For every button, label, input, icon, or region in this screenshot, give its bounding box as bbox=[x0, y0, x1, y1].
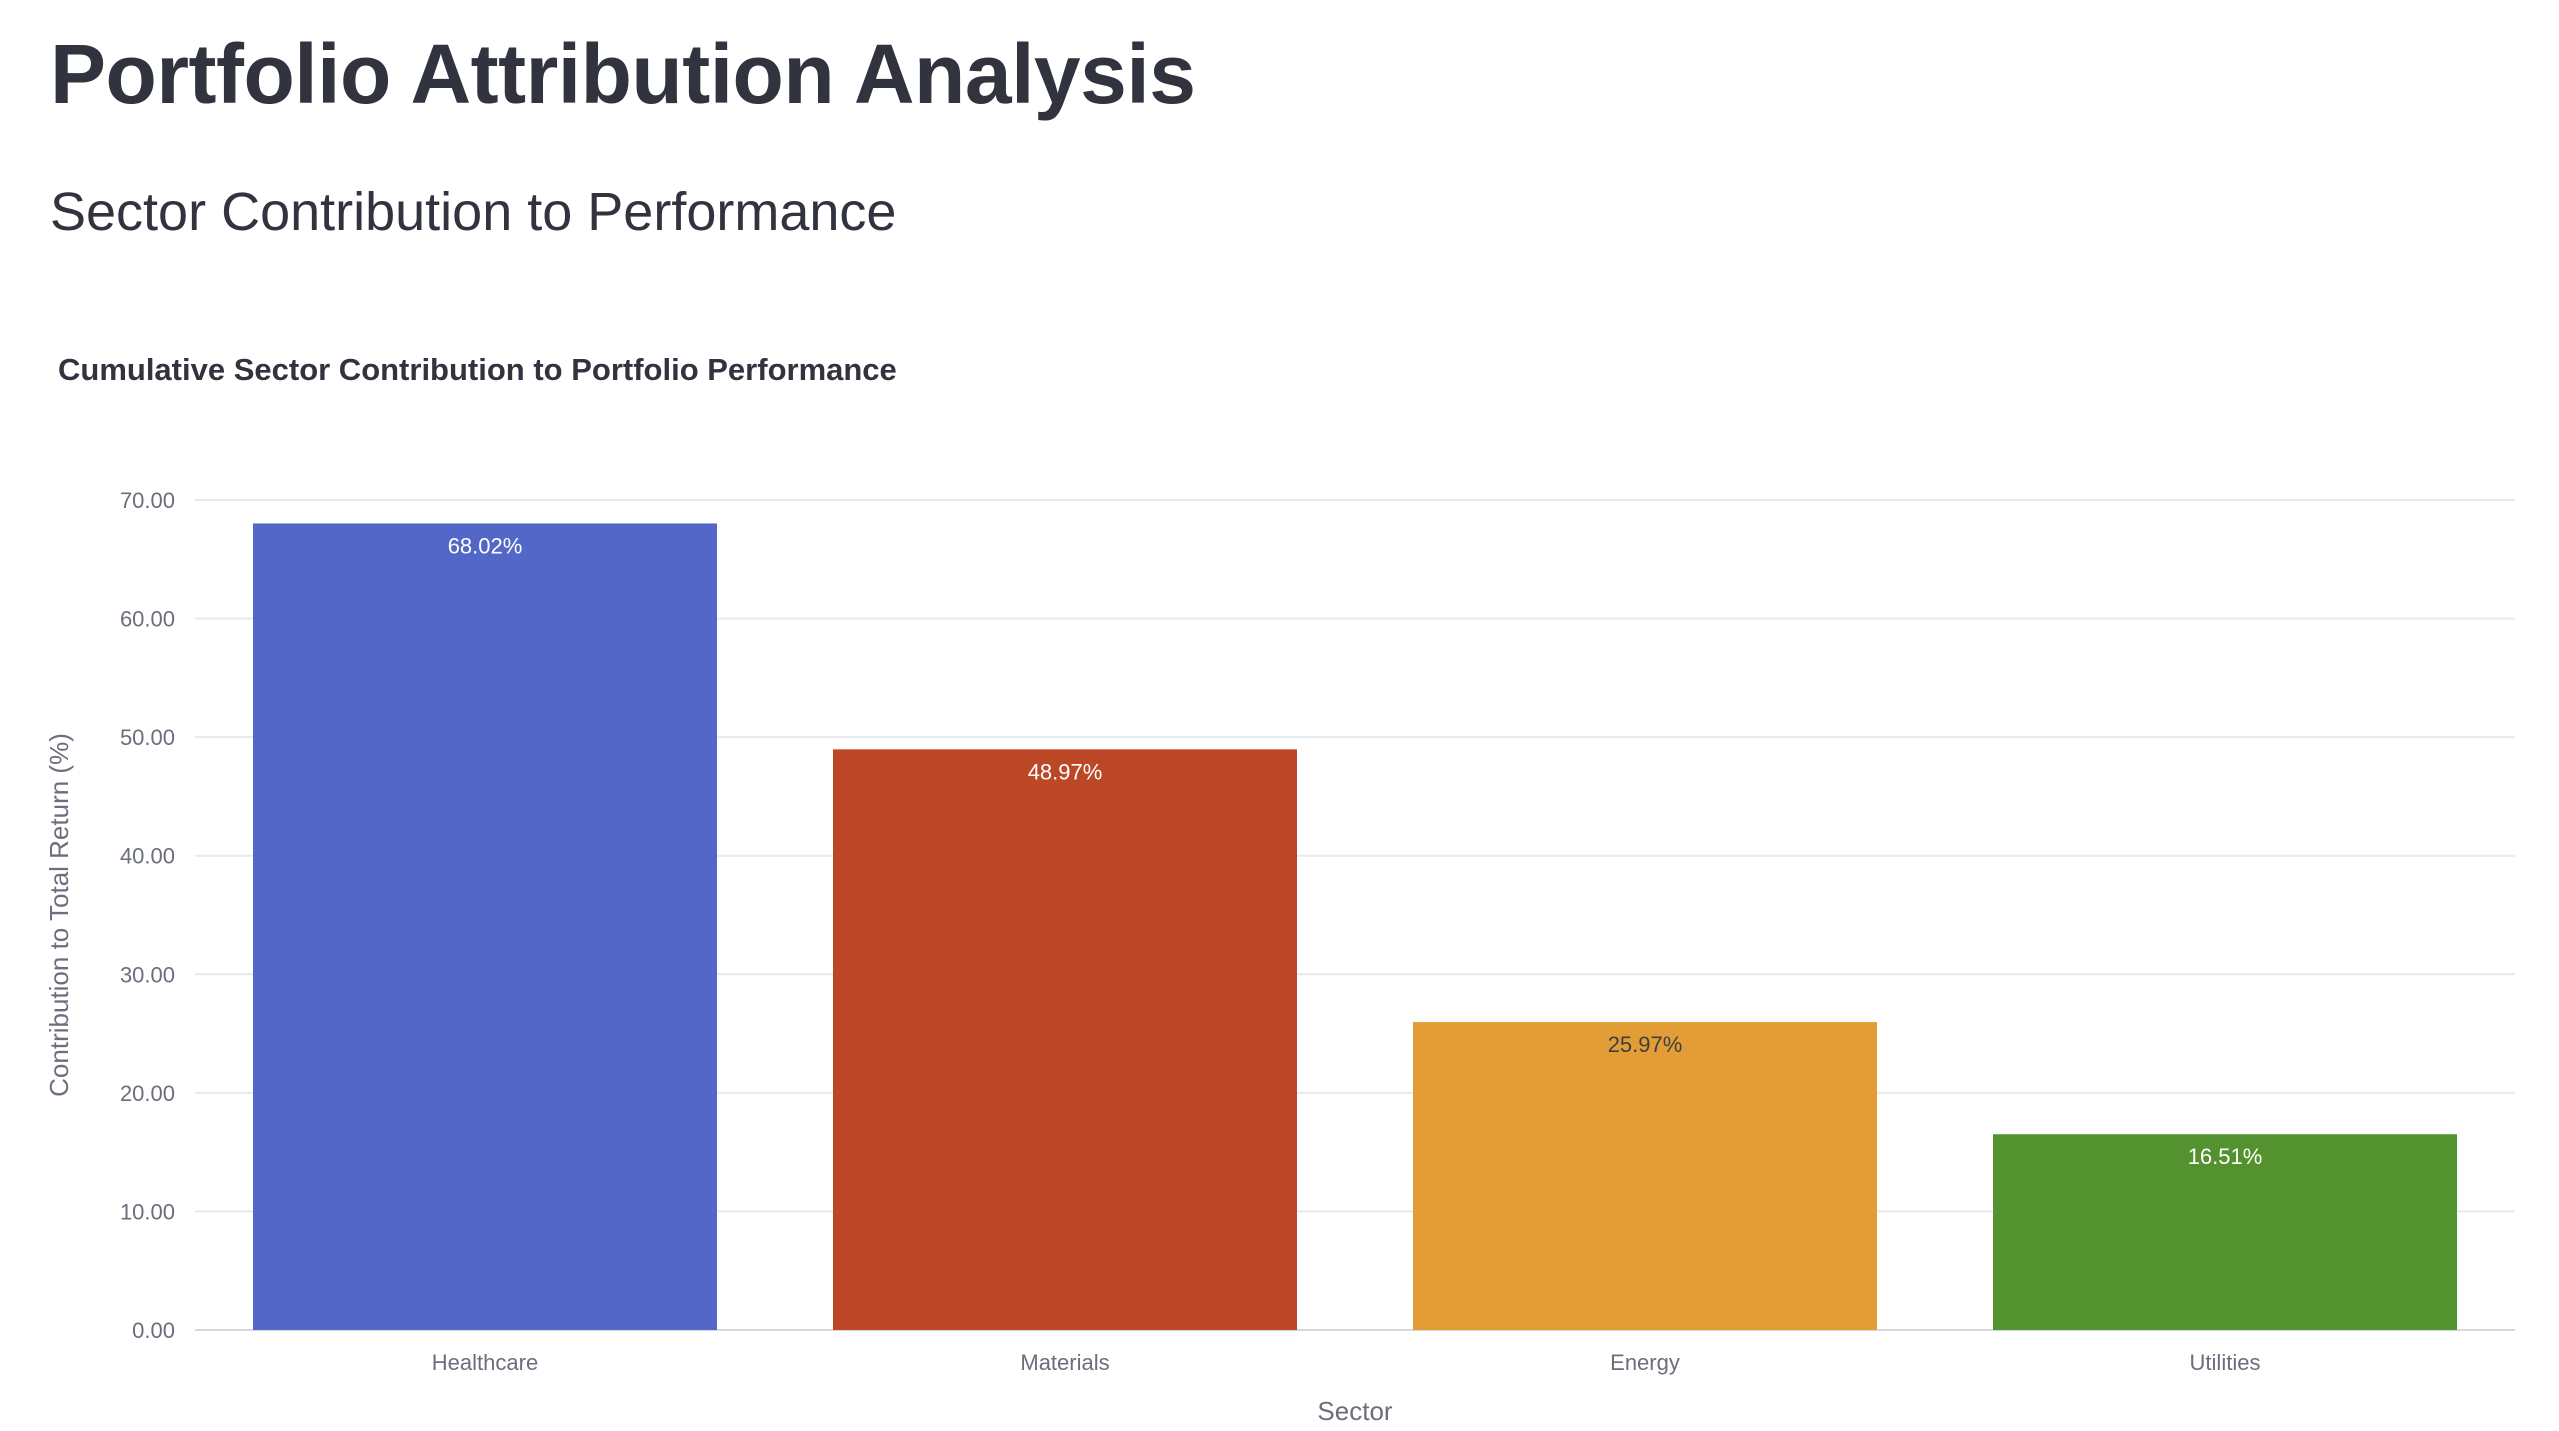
bar-chart: Cumulative Sector Contribution to Portfo… bbox=[44, 352, 2515, 1426]
y-tick-label: 70.00 bbox=[120, 488, 175, 513]
bar-data-label: 68.02% bbox=[448, 533, 523, 558]
x-category-label: Utilities bbox=[2190, 1350, 2261, 1375]
bar-energy[interactable] bbox=[1413, 1022, 1877, 1330]
chart-title: Cumulative Sector Contribution to Portfo… bbox=[58, 352, 897, 387]
x-axis-title: Sector bbox=[1317, 1396, 1392, 1426]
y-tick-label: 60.00 bbox=[120, 607, 175, 632]
y-tick-label: 40.00 bbox=[120, 844, 175, 869]
page-title: Portfolio Attribution Analysis bbox=[50, 27, 1196, 121]
bar-labels: 68.02% 48.97% 25.97% 16.51% bbox=[448, 533, 2263, 1169]
y-tick-label: 10.00 bbox=[120, 1199, 175, 1224]
y-axis-title: Contribution to Total Return (%) bbox=[44, 733, 74, 1097]
x-category-label: Energy bbox=[1610, 1350, 1680, 1375]
y-tick-label: 50.00 bbox=[120, 725, 175, 750]
bar-utilities[interactable] bbox=[1993, 1134, 2457, 1330]
bar-data-label: 25.97% bbox=[1608, 1032, 1683, 1057]
bar-data-label: 48.97% bbox=[1028, 759, 1103, 784]
bar-materials[interactable] bbox=[833, 749, 1297, 1330]
y-axis-ticks: 0.00 10.00 20.00 30.00 40.00 50.00 60.00 70.00 bbox=[120, 488, 175, 1343]
chart-container: Cumulative Sector Contribution to Portfo… bbox=[0, 330, 2559, 1430]
x-category-label: Materials bbox=[1020, 1350, 1109, 1375]
bar-data-label: 16.51% bbox=[2188, 1144, 2263, 1169]
section-title: Sector Contribution to Performance bbox=[50, 182, 897, 242]
bar-healthcare[interactable] bbox=[253, 523, 717, 1330]
x-axis-categories: Healthcare Materials Energy Utilities bbox=[432, 1350, 2261, 1375]
y-tick-label: 20.00 bbox=[120, 1081, 175, 1106]
bars bbox=[253, 523, 2457, 1330]
y-tick-label: 30.00 bbox=[120, 962, 175, 987]
x-category-label: Healthcare bbox=[432, 1350, 538, 1375]
y-tick-label: 0.00 bbox=[132, 1318, 175, 1343]
